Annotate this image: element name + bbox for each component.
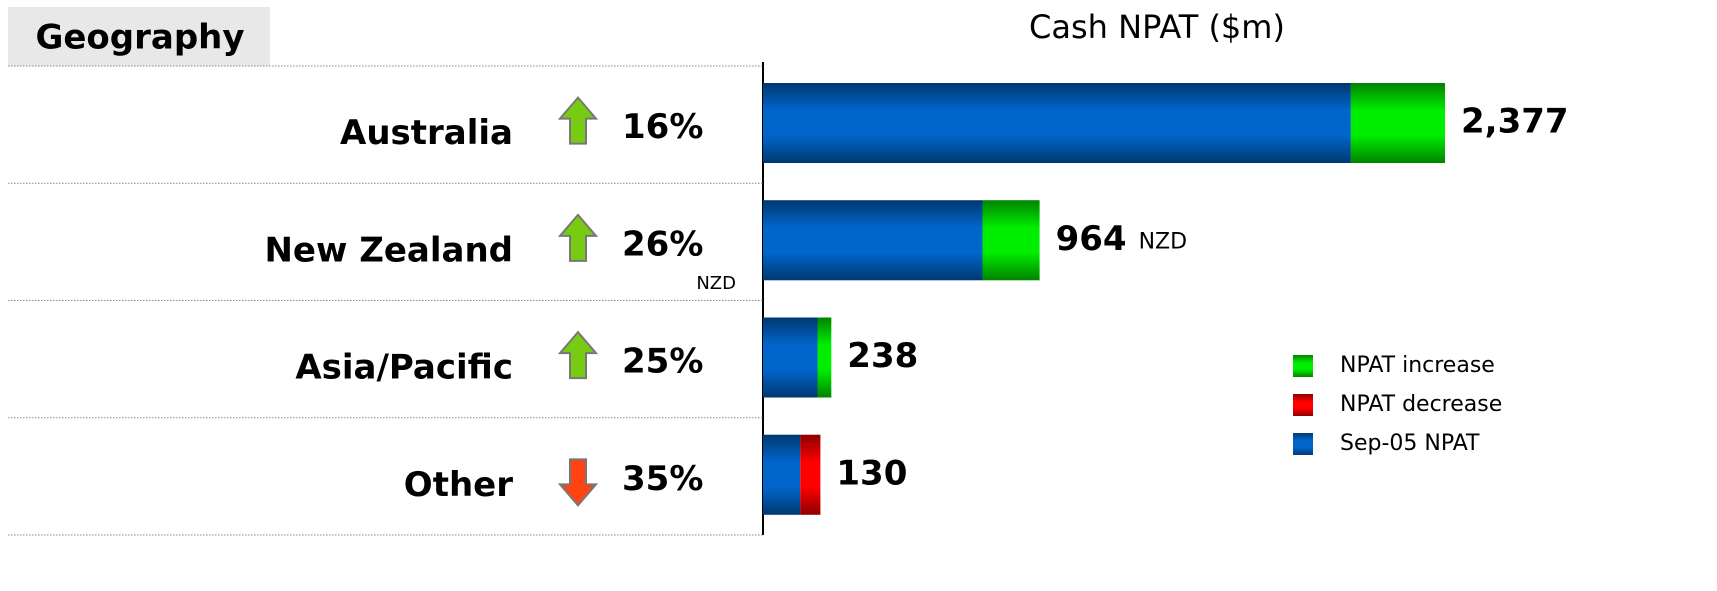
chart-title: Cash NPAT ($m) (1029, 8, 1285, 46)
legend-label: NPAT decrease (1340, 392, 1502, 417)
legend-shade (1293, 355, 1313, 377)
bar-shade (982, 200, 1040, 281)
bar-shade (763, 434, 801, 515)
bar-shade (817, 317, 832, 398)
legend-label: Sep-05 NPAT (1340, 431, 1480, 456)
category-label: Other (404, 465, 513, 505)
legend-shade (1293, 433, 1313, 455)
change-label: 16% (622, 107, 703, 147)
change-arrow (557, 458, 599, 507)
bar-shade (763, 317, 818, 398)
header: Geography (35, 18, 244, 58)
change-arrow (557, 330, 599, 380)
change-arrow (557, 213, 599, 262)
bar-shade (800, 434, 821, 515)
category-label: Australia (340, 113, 513, 153)
bar-shade (1350, 83, 1445, 163)
change-arrow (557, 96, 599, 145)
legend-shade (1293, 394, 1313, 416)
total-note: NZD (1139, 229, 1187, 254)
change-label: 26% (622, 224, 703, 264)
total-label: 2,377 (1461, 102, 1569, 142)
change-note: NZD (696, 273, 736, 294)
total-label: 964 (1056, 219, 1127, 259)
legend-label: NPAT increase (1340, 353, 1495, 378)
category-label: New Zealand (264, 230, 513, 270)
category-label: Asia/Pacific (295, 348, 513, 388)
change-label: 35% (622, 459, 703, 499)
change-label: 25% (622, 342, 703, 382)
total-label: 130 (836, 453, 907, 493)
bar-shade (763, 83, 1351, 163)
total-label: 238 (847, 336, 918, 376)
bar-shade (763, 200, 983, 281)
header-box (8, 7, 270, 66)
